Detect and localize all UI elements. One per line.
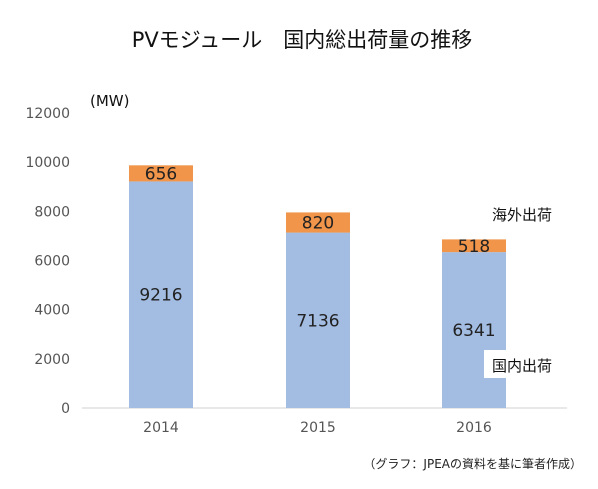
y-tick-label: 4000 (34, 303, 70, 319)
x-tick-label: 2014 (143, 420, 179, 436)
y-tick-label: 6000 (34, 254, 70, 270)
y-tick-label: 2000 (34, 352, 70, 368)
x-tick-label: 2015 (300, 420, 336, 436)
data-label-overseas: 518 (458, 237, 490, 257)
chart-title: PVモジュール 国内総出荷量の推移 (132, 28, 473, 52)
y-tick-label: 0 (61, 401, 70, 417)
x-tick-label: 2016 (456, 420, 492, 436)
x-axis-ticks: 2014 2015 2016 (143, 420, 492, 436)
y-axis-ticks: 0 2000 4000 6000 8000 10000 12000 (25, 106, 70, 417)
bar-segment-overseas (442, 239, 506, 253)
y-axis-unit-label: (MW) (90, 92, 129, 110)
bars: 9216 656 7136 820 6341 518 (129, 164, 506, 408)
y-tick-label: 10000 (25, 155, 70, 171)
legend-label-overseas: 海外出荷 (492, 206, 552, 224)
data-label-domestic: 6341 (452, 321, 495, 341)
data-label-domestic: 7136 (296, 311, 339, 331)
bar-segment-domestic (442, 252, 506, 408)
bar-segment-overseas (286, 212, 350, 233)
bar-segment-domestic (286, 232, 350, 408)
bar-segment-overseas (129, 165, 193, 182)
data-label-overseas: 820 (302, 213, 334, 233)
legend-label-background (484, 350, 560, 378)
y-tick-label: 12000 (25, 106, 70, 122)
legend-label-domestic: 国内出荷 (492, 357, 552, 375)
bar-segment-domestic (129, 181, 193, 408)
data-label-domestic: 9216 (139, 286, 182, 306)
data-label-overseas: 656 (145, 164, 177, 184)
y-tick-label: 8000 (34, 204, 70, 220)
source-note: （グラフ：JPEAの資料を基に筆者作成） (363, 457, 582, 471)
